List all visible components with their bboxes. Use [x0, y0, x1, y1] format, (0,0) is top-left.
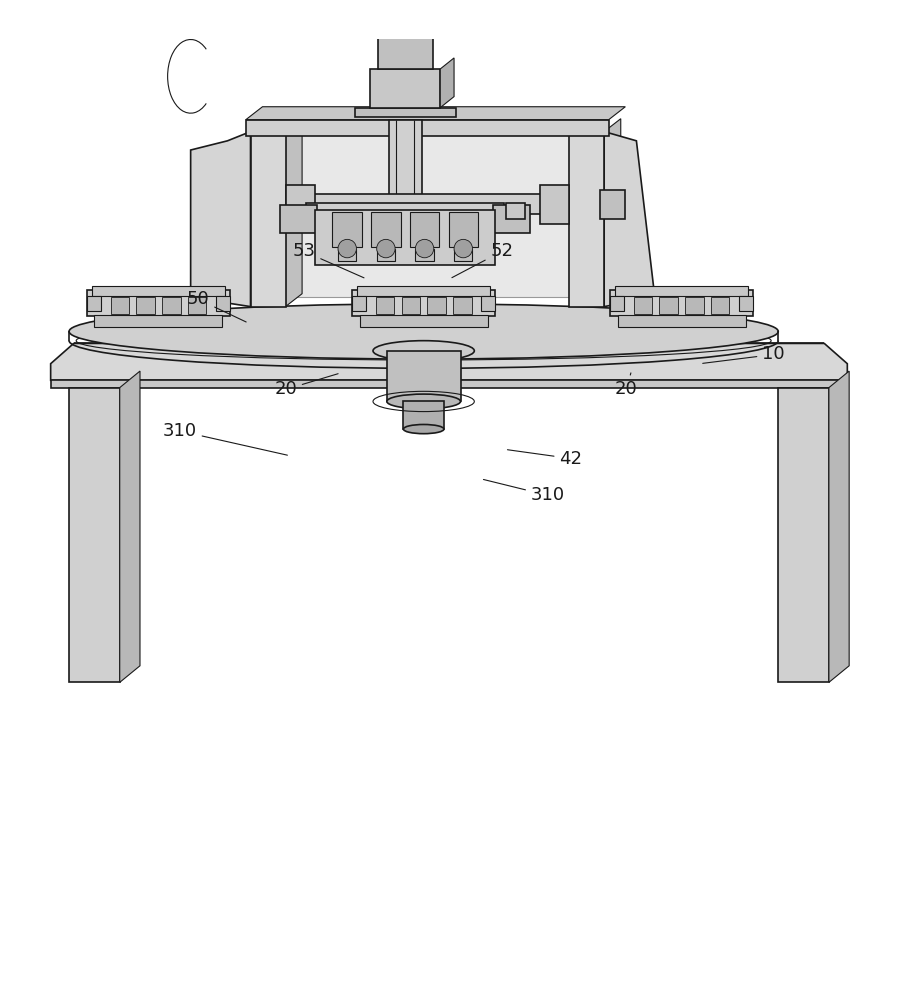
- Bar: [378, 34, 433, 69]
- Bar: [540, 185, 569, 224]
- Bar: [481, 296, 495, 311]
- Bar: [403, 401, 444, 429]
- Bar: [385, 18, 426, 37]
- Bar: [359, 315, 488, 327]
- Bar: [449, 212, 478, 247]
- Bar: [87, 296, 100, 311]
- Text: 53: 53: [293, 242, 364, 278]
- Bar: [280, 205, 317, 233]
- Bar: [453, 297, 472, 314]
- Bar: [286, 185, 315, 224]
- Polygon shape: [829, 371, 849, 682]
- Bar: [295, 194, 560, 214]
- Bar: [162, 297, 181, 314]
- Text: 20: 20: [615, 373, 637, 398]
- Bar: [376, 297, 394, 314]
- Bar: [402, 297, 420, 314]
- Bar: [711, 297, 729, 314]
- Bar: [371, 212, 401, 247]
- Polygon shape: [246, 107, 625, 120]
- Bar: [739, 296, 753, 311]
- Bar: [427, 297, 446, 314]
- Bar: [352, 296, 366, 311]
- Circle shape: [338, 239, 356, 258]
- Bar: [136, 297, 155, 314]
- Bar: [355, 108, 456, 117]
- Text: 10: 10: [703, 345, 785, 363]
- Bar: [659, 297, 678, 314]
- Text: 50: 50: [187, 290, 246, 322]
- Bar: [507, 203, 525, 219]
- Bar: [377, 249, 395, 261]
- Bar: [306, 203, 505, 217]
- Text: 310: 310: [162, 422, 287, 455]
- Text: 20: 20: [274, 374, 338, 398]
- Bar: [634, 297, 652, 314]
- Polygon shape: [604, 119, 621, 307]
- Bar: [352, 290, 495, 316]
- Circle shape: [415, 239, 434, 258]
- Bar: [410, 212, 439, 247]
- Bar: [332, 212, 362, 247]
- Bar: [94, 315, 223, 327]
- Bar: [91, 286, 225, 296]
- Ellipse shape: [403, 424, 444, 434]
- Text: 310: 310: [484, 479, 565, 504]
- Bar: [454, 249, 472, 261]
- Bar: [251, 132, 286, 307]
- Bar: [778, 388, 829, 682]
- Bar: [617, 315, 746, 327]
- Bar: [685, 297, 704, 314]
- Polygon shape: [191, 132, 251, 307]
- Bar: [615, 286, 748, 296]
- Bar: [188, 297, 206, 314]
- Bar: [87, 290, 230, 316]
- Bar: [569, 132, 604, 307]
- Bar: [69, 388, 120, 682]
- Bar: [494, 205, 530, 233]
- Ellipse shape: [69, 304, 778, 359]
- Text: 52: 52: [452, 242, 513, 278]
- Ellipse shape: [387, 394, 460, 409]
- Circle shape: [377, 239, 395, 258]
- Bar: [610, 296, 624, 311]
- Bar: [216, 296, 230, 311]
- Bar: [51, 380, 847, 388]
- Polygon shape: [51, 343, 847, 380]
- Bar: [389, 120, 422, 224]
- Polygon shape: [440, 58, 454, 108]
- Bar: [357, 286, 490, 296]
- Polygon shape: [604, 132, 655, 307]
- Text: 42: 42: [507, 450, 582, 468]
- Bar: [387, 351, 460, 401]
- Polygon shape: [286, 119, 302, 307]
- Bar: [286, 132, 569, 297]
- Bar: [370, 69, 440, 108]
- Bar: [111, 297, 129, 314]
- Bar: [610, 290, 752, 316]
- Ellipse shape: [373, 341, 474, 361]
- Polygon shape: [120, 371, 140, 682]
- Bar: [415, 249, 434, 261]
- Bar: [600, 190, 625, 219]
- Bar: [359, 222, 451, 233]
- Bar: [315, 210, 495, 265]
- Bar: [338, 249, 356, 261]
- Circle shape: [454, 239, 472, 258]
- Bar: [246, 120, 609, 136]
